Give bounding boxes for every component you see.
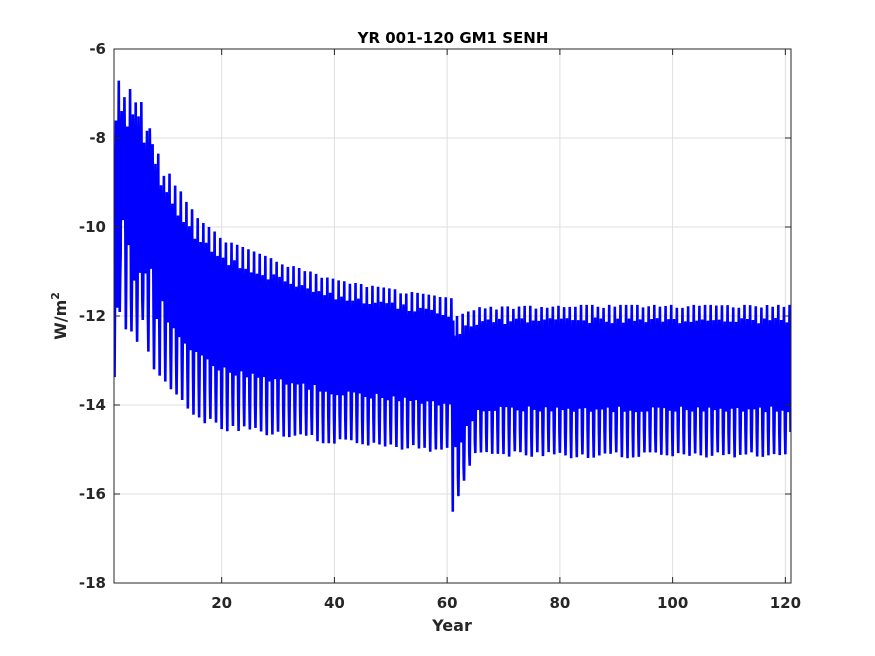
series-layer [114,80,791,512]
y-tick-label: -12 [79,307,106,325]
x-tick-label: 20 [211,594,232,612]
x-axis-label: Year [431,616,472,635]
x-tick-label: 120 [770,594,801,612]
y-tick-label: -10 [79,218,106,236]
chart-title: YR 001-120 GM1 SENH [357,29,549,47]
y-tick-label: -6 [89,40,106,58]
x-axis: 20 40 60 80 100 120 [211,49,801,612]
x-tick-label: 100 [657,594,688,612]
x-tick-label: 40 [324,594,345,612]
series-line [114,80,791,512]
y-axis: -18 -16 -14 -12 -10 -8 -6 [79,40,791,592]
y-tick-label: -16 [79,485,106,503]
x-tick-label: 80 [549,594,570,612]
y-axis-label-superscript: 2 [49,292,62,300]
y-tick-label: -18 [79,574,106,592]
x-tick-label: 60 [437,594,458,612]
y-tick-label: -14 [79,396,106,414]
y-axis-label-base: W/m [51,300,70,340]
y-tick-label: -8 [89,129,106,147]
y-axis-label: W/m2 [49,292,70,340]
